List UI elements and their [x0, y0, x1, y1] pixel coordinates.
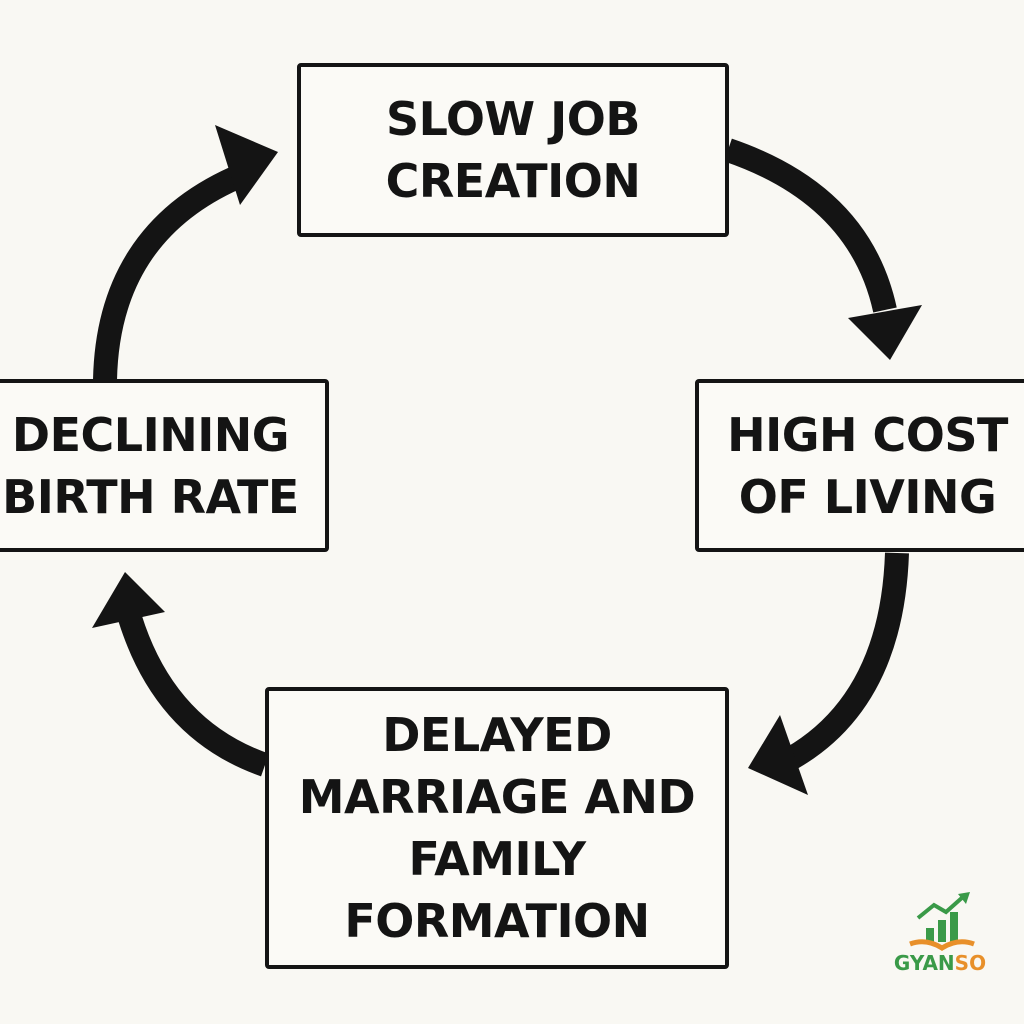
node-label: MARRIAGE AND: [298, 770, 696, 824]
node-label: FORMATION: [344, 894, 650, 948]
node-label: SLOW JOB: [386, 92, 640, 146]
arrowhead: [748, 715, 808, 795]
node-label: CREATION: [385, 154, 641, 208]
node-label: FAMILY: [408, 832, 586, 886]
logo-text: GYANSO: [894, 951, 986, 975]
arrowhead: [215, 125, 278, 205]
arrow: [724, 138, 897, 313]
logo-icon: [909, 892, 975, 951]
arrow: [118, 614, 270, 777]
node-box: DELAYED MARRIAGE AND FAMILY FORMATION: [265, 687, 729, 969]
node-label: DELAYED: [382, 708, 612, 762]
node-label: BIRTH RATE: [2, 469, 299, 524]
arrowhead: [848, 305, 922, 360]
node-box: HIGH COST OF LIVING: [695, 379, 1024, 552]
arrowhead: [92, 572, 165, 628]
node-label: DECLINING: [11, 407, 290, 462]
node-box: SLOW JOB CREATION: [297, 63, 729, 237]
node-label: OF LIVING: [738, 469, 997, 524]
arrow: [93, 167, 240, 381]
node-label: HIGH COST: [727, 407, 1008, 462]
node-box: DECLINING BIRTH RATE: [0, 379, 329, 552]
arrow: [785, 552, 909, 769]
